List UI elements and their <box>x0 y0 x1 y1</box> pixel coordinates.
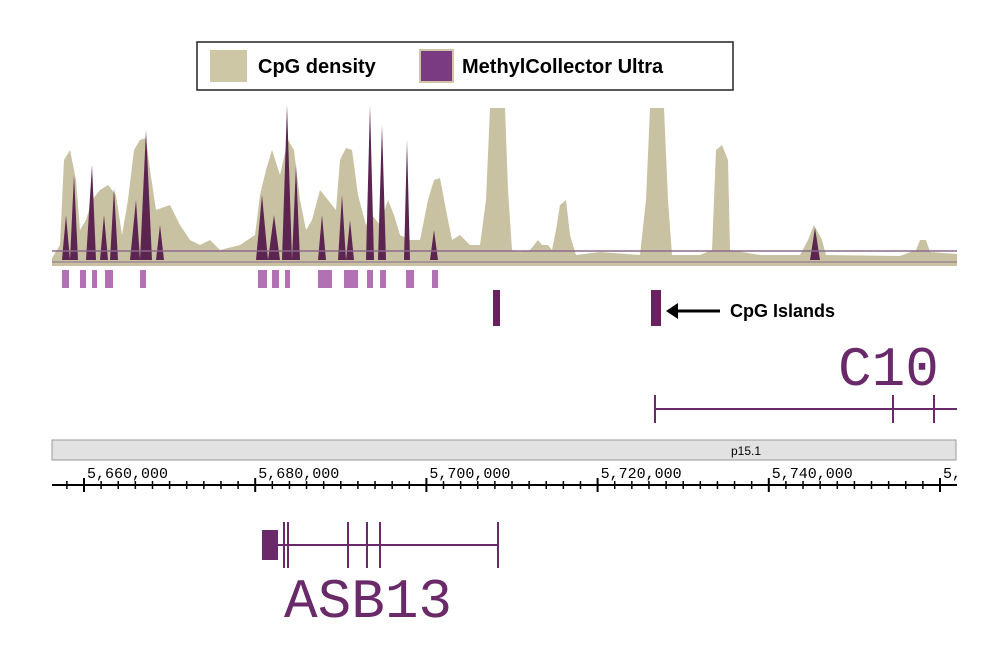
arrow-head <box>666 303 678 319</box>
cytoband-label: p15.1 <box>731 444 761 458</box>
x-tick-label: 5,700,000 <box>429 466 510 483</box>
gene-label: C10 <box>838 338 939 402</box>
cpg-density-area <box>52 108 957 266</box>
x-tick-label: 5,720,000 <box>601 466 682 483</box>
gene-label: ASB13 <box>284 570 452 634</box>
x-tick-label: 5,680,000 <box>258 466 339 483</box>
methyl-regions <box>62 270 438 288</box>
legend-swatch-methyl <box>419 49 454 83</box>
cpg-island <box>493 290 500 326</box>
axis: 5,660,000 5,680,000 5,700,000 5,720,000 5,74… <box>52 466 961 492</box>
legend-swatch-density <box>210 50 247 82</box>
cytoband <box>51 439 957 461</box>
x-tick-label: 5, <box>943 466 961 483</box>
legend-box <box>196 41 734 91</box>
gene-model <box>654 395 957 423</box>
methyl-spikes <box>62 105 820 260</box>
gene-model <box>262 522 499 568</box>
cpg-island <box>651 290 661 326</box>
annotation: CpG Islands <box>730 301 835 321</box>
x-tick-label: 5,660,000 <box>87 466 168 483</box>
density-track <box>52 105 957 266</box>
legend-label: CpG density <box>258 56 377 78</box>
legend-label: MethylCollector Ultra <box>462 56 664 78</box>
x-tick-label: 5,740,000 <box>772 466 853 483</box>
